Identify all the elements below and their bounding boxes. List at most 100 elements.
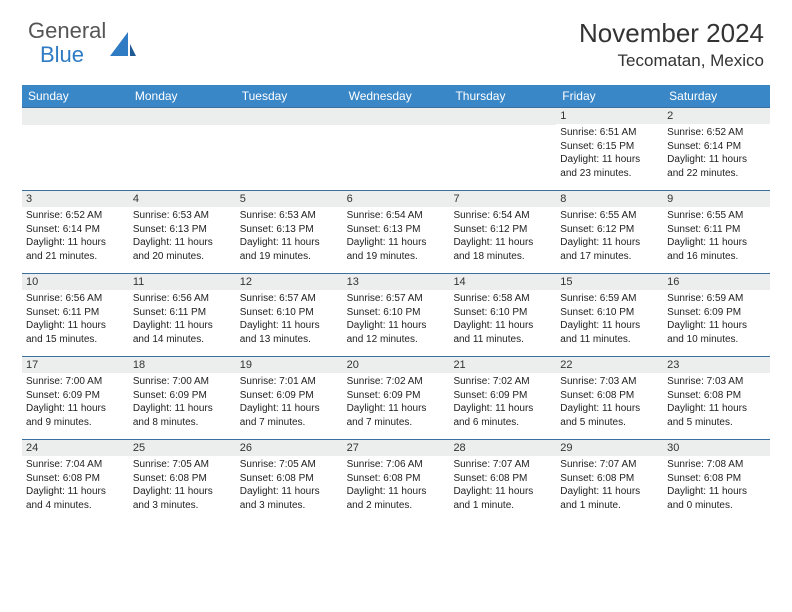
day-cell: 24Sunrise: 7:04 AMSunset: 6:08 PMDayligh… [22,440,129,522]
day-cell: 8Sunrise: 6:55 AMSunset: 6:12 PMDaylight… [556,191,663,273]
day-content: Sunrise: 7:07 AMSunset: 6:08 PMDaylight:… [556,456,663,516]
weekday-header: Friday [556,85,663,107]
day-cell: 4Sunrise: 6:53 AMSunset: 6:13 PMDaylight… [129,191,236,273]
week-row: 24Sunrise: 7:04 AMSunset: 6:08 PMDayligh… [22,439,770,522]
day-cell: 26Sunrise: 7:05 AMSunset: 6:08 PMDayligh… [236,440,343,522]
day-content: Sunrise: 6:57 AMSunset: 6:10 PMDaylight:… [236,290,343,350]
week-row: 17Sunrise: 7:00 AMSunset: 6:09 PMDayligh… [22,356,770,439]
location-text: Tecomatan, Mexico [579,51,764,71]
day-cell: 14Sunrise: 6:58 AMSunset: 6:10 PMDayligh… [449,274,556,356]
day-content: Sunrise: 7:03 AMSunset: 6:08 PMDaylight:… [663,373,770,433]
day-cell: 2Sunrise: 6:52 AMSunset: 6:14 PMDaylight… [663,108,770,190]
day-number: 13 [343,274,450,290]
day-content: Sunrise: 6:52 AMSunset: 6:14 PMDaylight:… [22,207,129,267]
day-number: 26 [236,440,343,456]
day-number: 15 [556,274,663,290]
logo-text-general: General [28,18,106,44]
day-content: Sunrise: 7:04 AMSunset: 6:08 PMDaylight:… [22,456,129,516]
day-cell: 19Sunrise: 7:01 AMSunset: 6:09 PMDayligh… [236,357,343,439]
empty-day-cell [22,108,129,190]
day-content: Sunrise: 6:54 AMSunset: 6:12 PMDaylight:… [449,207,556,267]
day-content: Sunrise: 7:02 AMSunset: 6:09 PMDaylight:… [343,373,450,433]
day-cell: 16Sunrise: 6:59 AMSunset: 6:09 PMDayligh… [663,274,770,356]
day-cell: 13Sunrise: 6:57 AMSunset: 6:10 PMDayligh… [343,274,450,356]
day-content: Sunrise: 7:08 AMSunset: 6:08 PMDaylight:… [663,456,770,516]
day-cell: 9Sunrise: 6:55 AMSunset: 6:11 PMDaylight… [663,191,770,273]
day-content: Sunrise: 6:55 AMSunset: 6:12 PMDaylight:… [556,207,663,267]
day-cell: 15Sunrise: 6:59 AMSunset: 6:10 PMDayligh… [556,274,663,356]
day-content: Sunrise: 7:07 AMSunset: 6:08 PMDaylight:… [449,456,556,516]
day-number: 29 [556,440,663,456]
empty-day-cell [449,108,556,190]
weekday-header: Saturday [663,85,770,107]
day-number: 7 [449,191,556,207]
day-cell: 10Sunrise: 6:56 AMSunset: 6:11 PMDayligh… [22,274,129,356]
day-cell: 30Sunrise: 7:08 AMSunset: 6:08 PMDayligh… [663,440,770,522]
day-number: 20 [343,357,450,373]
page-header: General Blue November 2024 Tecomatan, Me… [0,0,792,79]
weekday-header-row: SundayMondayTuesdayWednesdayThursdayFrid… [22,85,770,107]
day-number: 4 [129,191,236,207]
day-number: 19 [236,357,343,373]
day-number: 8 [556,191,663,207]
day-number: 22 [556,357,663,373]
day-content: Sunrise: 6:53 AMSunset: 6:13 PMDaylight:… [129,207,236,267]
day-content: Sunrise: 7:05 AMSunset: 6:08 PMDaylight:… [236,456,343,516]
day-number: 18 [129,357,236,373]
day-number: 23 [663,357,770,373]
logo-sail-icon [110,30,136,58]
day-content: Sunrise: 6:57 AMSunset: 6:10 PMDaylight:… [343,290,450,350]
day-number: 24 [22,440,129,456]
empty-day-cell [343,108,450,190]
day-content: Sunrise: 6:53 AMSunset: 6:13 PMDaylight:… [236,207,343,267]
day-content: Sunrise: 7:00 AMSunset: 6:09 PMDaylight:… [129,373,236,433]
day-cell: 7Sunrise: 6:54 AMSunset: 6:12 PMDaylight… [449,191,556,273]
day-number: 2 [663,108,770,124]
empty-day-cell [236,108,343,190]
empty-day-cell [129,108,236,190]
day-content: Sunrise: 6:54 AMSunset: 6:13 PMDaylight:… [343,207,450,267]
day-number: 11 [129,274,236,290]
day-number: 27 [343,440,450,456]
day-content: Sunrise: 6:52 AMSunset: 6:14 PMDaylight:… [663,124,770,184]
day-cell: 3Sunrise: 6:52 AMSunset: 6:14 PMDaylight… [22,191,129,273]
week-row: 3Sunrise: 6:52 AMSunset: 6:14 PMDaylight… [22,190,770,273]
week-row: 10Sunrise: 6:56 AMSunset: 6:11 PMDayligh… [22,273,770,356]
day-content: Sunrise: 7:01 AMSunset: 6:09 PMDaylight:… [236,373,343,433]
day-number: 14 [449,274,556,290]
weekday-header: Monday [129,85,236,107]
day-content: Sunrise: 6:58 AMSunset: 6:10 PMDaylight:… [449,290,556,350]
day-number: 28 [449,440,556,456]
weekday-header: Thursday [449,85,556,107]
day-content: Sunrise: 7:03 AMSunset: 6:08 PMDaylight:… [556,373,663,433]
weekday-header: Tuesday [236,85,343,107]
day-number: 25 [129,440,236,456]
day-content: Sunrise: 6:56 AMSunset: 6:11 PMDaylight:… [22,290,129,350]
day-number: 10 [22,274,129,290]
weekday-header: Wednesday [343,85,450,107]
day-number: 6 [343,191,450,207]
title-block: November 2024 Tecomatan, Mexico [579,18,764,71]
day-number: 3 [22,191,129,207]
day-cell: 20Sunrise: 7:02 AMSunset: 6:09 PMDayligh… [343,357,450,439]
day-number: 21 [449,357,556,373]
logo: General Blue [28,18,136,68]
day-number: 16 [663,274,770,290]
week-row: 1Sunrise: 6:51 AMSunset: 6:15 PMDaylight… [22,107,770,190]
day-content: Sunrise: 6:59 AMSunset: 6:09 PMDaylight:… [663,290,770,350]
day-cell: 17Sunrise: 7:00 AMSunset: 6:09 PMDayligh… [22,357,129,439]
day-content: Sunrise: 6:51 AMSunset: 6:15 PMDaylight:… [556,124,663,184]
day-content: Sunrise: 7:06 AMSunset: 6:08 PMDaylight:… [343,456,450,516]
day-cell: 23Sunrise: 7:03 AMSunset: 6:08 PMDayligh… [663,357,770,439]
logo-text-blue: Blue [40,42,106,68]
day-content: Sunrise: 6:59 AMSunset: 6:10 PMDaylight:… [556,290,663,350]
day-number: 17 [22,357,129,373]
day-number: 9 [663,191,770,207]
weekday-header: Sunday [22,85,129,107]
day-cell: 28Sunrise: 7:07 AMSunset: 6:08 PMDayligh… [449,440,556,522]
calendar-grid: SundayMondayTuesdayWednesdayThursdayFrid… [22,85,770,522]
day-content: Sunrise: 7:05 AMSunset: 6:08 PMDaylight:… [129,456,236,516]
day-content: Sunrise: 7:00 AMSunset: 6:09 PMDaylight:… [22,373,129,433]
day-cell: 18Sunrise: 7:00 AMSunset: 6:09 PMDayligh… [129,357,236,439]
day-number: 5 [236,191,343,207]
